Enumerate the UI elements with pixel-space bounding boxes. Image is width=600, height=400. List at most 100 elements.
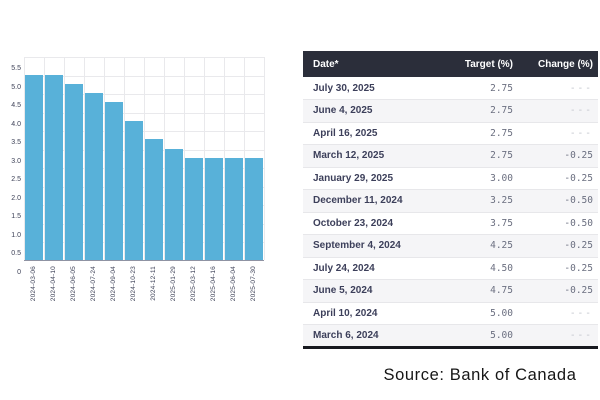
x-tick-label: 2025-06-04 [230,266,237,302]
y-tick-label: 2.5 [11,176,21,184]
header-cell: Target (%) [463,51,513,77]
date-cell: January 29, 2025 [303,166,463,190]
change-cell: -0.25 [513,279,598,302]
header-cell: Date* [303,51,463,77]
table-row: March 6, 2024 5.00 --- [303,324,598,347]
bar [245,158,263,260]
table-row: June 5, 2024 4.75 -0.25 [303,279,598,302]
y-axis: 5.5 5.0 4.5 4.0 3.5 3.0 2.5 2.0 1.5 1.0 0.5 0 [0,57,21,276]
bar [85,93,103,260]
target-cell: 3.25 [463,189,513,212]
bar [185,158,203,260]
rate-table-grid: Date* Target (%) Change (%) July 30, 2025 2… [303,51,598,349]
bar [65,84,83,260]
x-tick-label: 2025-01-29 [170,266,177,302]
change-cell: --- [569,82,593,94]
target-cell: 4.50 [463,256,513,280]
date-cell: October 23, 2024 [303,211,463,235]
target-cell: 2.75 [490,82,513,94]
header-cell: Change (%) [513,51,598,77]
v-gridline [204,57,205,260]
date-cell: September 4, 2024 [303,234,463,257]
v-gridline [64,57,65,260]
y-tick-label: 2.0 [11,194,21,202]
v-gridline [124,57,125,260]
v-gridline [44,57,45,260]
policy-rate-bar-chart: 5.5 5.0 4.5 4.0 3.5 3.0 2.5 2.0 1.5 1.0 0.5 0 2024-… [0,45,300,335]
y-tick-label: 5.5 [11,65,21,72]
x-tick-label: 2024-03-06 [30,266,37,302]
v-gridline [104,57,105,260]
change-cell: -0.25 [513,234,598,257]
v-gridline [144,57,145,260]
v-gridline [164,57,165,260]
bar [45,75,63,260]
y-tick-label: 3.5 [11,139,21,147]
date-cell: March 12, 2025 [303,144,463,167]
bar [25,75,43,260]
date-cell: July 30, 2025 [313,82,375,94]
v-gridline [184,57,185,260]
change-cell: --- [513,301,598,325]
y-tick-label: 0.5 [11,250,21,258]
y-tick-label: 0 [17,269,21,276]
rate-table: Date* Target (%) Change (%) July 30, 2025 2… [303,51,598,349]
target-cell: 4.25 [463,234,513,257]
table-row: July 30, 2025 2.75 --- [303,77,598,100]
change-cell: -0.25 [513,256,598,280]
change-cell: --- [513,324,598,347]
x-tick-label: 2025-04-16 [210,266,217,302]
bar [125,121,143,260]
date-cell: June 5, 2024 [303,279,463,302]
table-row: April 16, 2025 2.75 --- [303,121,598,145]
table-body: July 30, 2025 2.75 --- June 4, 2025 2.75 --- A… [303,77,598,347]
x-axis: 2024-03-06 2024-04-10 2024-06-05 2024-07-24… [24,266,264,326]
target-cell: 2.75 [463,121,513,145]
v-gridline [24,57,25,260]
bar [105,102,123,260]
table-row: March 12, 2025 2.75 -0.25 [303,144,598,167]
change-cell: -0.25 [513,144,598,167]
bar [205,158,223,260]
table-row: January 29, 2025 3.00 -0.25 [303,166,598,190]
date-cell: December 11, 2024 [303,189,463,212]
target-cell: 5.00 [463,301,513,325]
table-row: June 4, 2025 2.75 --- [303,99,598,122]
x-tick-label: 2024-12-11 [150,266,157,301]
target-cell: 2.75 [463,99,513,122]
y-tick-label: 4.0 [11,120,21,128]
date-cell: March 6, 2024 [303,324,463,347]
y-tick-label: 1.0 [11,231,21,239]
target-cell: 2.75 [463,144,513,167]
x-tick-label: 2024-06-05 [70,266,77,302]
target-cell: 4.75 [463,279,513,302]
table-row: July 24, 2024 4.50 -0.25 [303,256,598,280]
x-tick-label: 2024-07-24 [90,266,97,302]
x-tick-label: 2025-07-30 [250,266,257,302]
change-cell: --- [513,99,598,122]
date-cell: April 10, 2024 [303,301,463,325]
v-gridline [244,57,245,260]
change-cell: -0.50 [513,189,598,212]
y-tick-label: 5.0 [11,83,21,91]
x-tick-label: 2024-10-23 [130,266,137,302]
table-header: Date* Target (%) Change (%) [303,51,598,77]
target-cell: 5.00 [463,324,513,347]
bar [145,139,163,260]
v-gridline [224,57,225,260]
x-tick-label: 2025-03-12 [190,266,197,302]
source-caption: Source: Bank of Canada [383,366,577,384]
change-cell: --- [513,121,598,145]
bar [165,149,183,260]
change-cell: -0.50 [513,211,598,235]
v-gridline [264,57,265,260]
x-tick-label: 2024-04-10 [50,266,57,302]
date-cell: June 4, 2025 [303,99,463,122]
table-row: October 23, 2024 3.75 -0.50 [303,211,598,235]
plot-area [24,57,265,261]
header-row: Date* Target (%) Change (%) [303,51,598,77]
change-cell: -0.25 [513,166,598,190]
target-cell: 3.00 [463,166,513,190]
target-cell: 3.75 [463,211,513,235]
